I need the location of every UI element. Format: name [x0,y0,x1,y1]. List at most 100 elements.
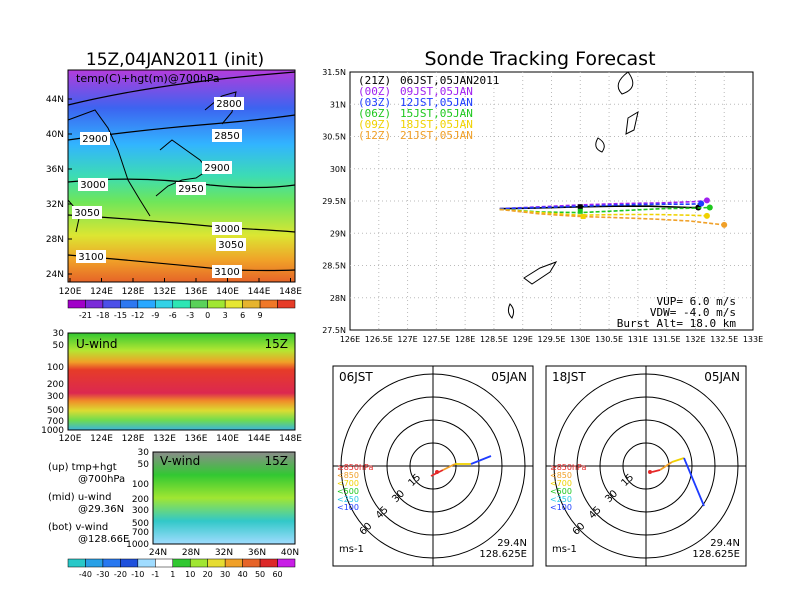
note-sub: @29.36N [78,504,124,515]
hodograph-lon: 128.625E [479,549,527,560]
lon-tick-label: 128E [122,287,145,297]
lon-tick-label: 128E [122,434,145,444]
x-tick-label: 131.5E [653,335,681,344]
x-tick-label: 126.5E [365,335,393,344]
lon-tick-label: 132E [153,434,176,444]
colorbar-swatch [259,299,278,309]
lat-tick-label: 28N [46,235,64,245]
lat-tick-label: 40N [281,548,299,558]
legend-jst: 12JST,05JAN [400,96,473,109]
contour-label: 2800 [216,99,241,110]
hodograph-ring [340,373,526,559]
hodograph-trace [683,457,705,507]
colorbar-label: -30 [96,570,109,579]
lat-tick-label: 24N [46,270,64,280]
hodograph-date: 05JAN [491,370,527,384]
colorbar-swatch [242,558,261,568]
colorbar-swatch [102,299,121,309]
pressure-tick-label: 1000 [41,426,64,436]
contour-label-box [78,178,108,191]
colorbar-label: -3 [186,311,194,320]
colorbar-swatch [102,558,121,568]
colorbar-label: -10 [131,570,144,579]
track-endpoint [721,221,728,228]
hodograph-trace [442,463,456,471]
colorbar-label: -1 [151,570,159,579]
x-tick-label: 126E [340,335,360,344]
pressure-tick-label: 200 [47,380,64,390]
hodograph-ring [553,373,739,559]
hodograph-unit: ms-1 [339,544,364,555]
contour-label: 2900 [204,163,229,174]
pressure-tick-label: 100 [132,480,149,490]
colorbar-label: -40 [79,570,92,579]
colorbar-label: 60 [272,570,282,579]
colorbar-swatch [155,558,174,568]
lon-tick-label: 140E [216,287,239,297]
colorbar-label: 3 [223,311,228,320]
contour-line [67,71,296,106]
hodograph-ring [576,396,716,536]
track-series [499,197,728,228]
contour-label: 3000 [80,180,105,191]
contour-label-box [80,132,110,145]
lon-tick-label: 148E [279,287,302,297]
contour-label-box [212,265,242,278]
hodograph-trace [659,461,673,471]
x-tick-label: 133E [743,335,763,344]
hodograph-level: ≥850hPa [337,463,374,472]
pressure-tick-label: 700 [132,528,149,538]
island-outline [595,137,605,153]
y-tick-label: 29N [330,229,346,238]
x-tick-label: 130.5E [595,335,623,344]
hodograph-level: <700 [550,479,572,488]
contour-label: 3000 [214,224,239,235]
hodograph-ring [363,396,503,536]
hodograph-18jst: 18JST 05JAN 29.4N 128.625E ms-1 15304560… [545,365,747,567]
pressure-tick-label: 300 [132,506,149,516]
legend-utc: (09Z) [358,118,391,131]
hodograph-lat: 29.4N [497,538,527,549]
pressure-tick-label: 100 [47,363,64,373]
hodograph-lat: 29.4N [710,538,740,549]
v-wind-label: V-wind [160,454,200,468]
lat-tick-label: 28N [182,548,200,558]
x-tick-label: 127E [397,335,417,344]
colorbar-label: -18 [96,311,109,320]
y-tick-label: 28N [330,294,346,303]
y-tick-label: 31.5N [322,68,346,77]
lat-tick-label: 24N [149,548,167,558]
contour-labels: 2800 2850 2900 2900 2950 3000 3000 3050 … [72,97,246,278]
map-lat-ticks: 44N 40N 36N 32N 28N 24N [46,95,72,280]
right-title: Sonde Tracking Forecast [424,48,655,70]
x-tick-label: 132E [685,335,705,344]
hodograph-level: ≥850hPa [550,463,587,472]
x-tick-label: 128E [455,335,475,344]
lon-tick-label: 136E [185,434,208,444]
lon-tick-label: 124E [90,434,113,444]
legend-utc: (21Z) [358,74,391,87]
v-wind-colorbar: -40 -30 -20 -10 -1 1 10 20 30 40 50 60 [67,558,296,579]
y-tick-label: 28.5N [322,262,346,271]
y-tick-label: 30.5N [322,133,346,142]
contour-label-box [212,129,242,142]
island-outline [507,303,515,319]
track-x-ticks: 126E 126.5E 127E 127.5E 128E 128.5E 129E 129.5E… [340,335,763,344]
hodograph-trace [470,455,492,465]
colorbar-swatch [189,558,208,568]
v-wind-x-ticks: 24N 28N 32N 36N 40N [149,548,299,558]
colorbar-label: 50 [255,570,265,579]
hodograph-level: <100 [337,503,359,512]
colorbar-label: -12 [131,311,144,320]
contour-label: 3050 [218,240,243,251]
track-legend: (21Z) 06JST,05JAN2011 (00Z) 09JST,05JAN (03Z… [358,74,499,142]
track-y-ticks: 27.5N 28N 28.5N 29N 29.5N 30N 30.5N 31N 31.5N [322,68,346,335]
contour-label: 2950 [178,184,203,195]
pressure-tick-label: 30 [53,329,65,339]
u-wind-field [67,332,296,431]
track-panel: 27.5N 28N 28.5N 29N 29.5N 30N 30.5N 31N 31.5N 12… [322,68,763,344]
track-midmarker [577,204,583,210]
note-head: (up) tmp+hgt [48,462,117,473]
